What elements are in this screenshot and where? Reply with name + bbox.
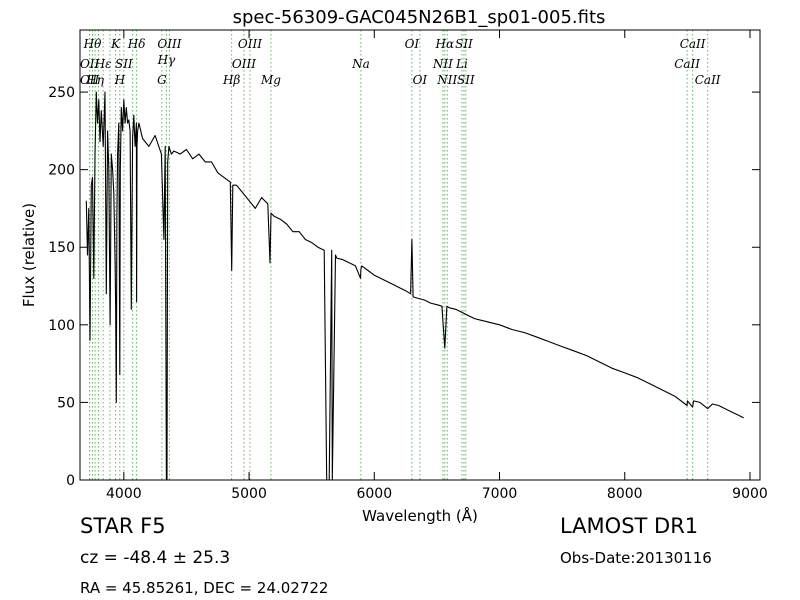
y-axis-label: Flux (relative): [20, 203, 38, 307]
spectrum-series: [85, 91, 744, 481]
line-marker-label: OII: [80, 73, 100, 87]
y-tick-label: 50: [57, 395, 75, 411]
survey-name: LAMOST DR1: [560, 514, 699, 538]
line-marker-label: Na: [351, 57, 370, 71]
x-tick-label: 9000: [732, 486, 768, 502]
y-tick-label: 0: [66, 473, 75, 489]
y-tick-label: 250: [48, 85, 75, 101]
line-marker-label: OII: [80, 57, 100, 71]
line-marker-label: Hη: [85, 73, 104, 87]
x-axis-ticks: 4000 5000 6000 7000 8000 9000: [106, 30, 768, 502]
spectrum-line: [85, 91, 744, 481]
plot-frame: [79, 29, 761, 481]
line-marker-label: H: [114, 73, 126, 87]
line-marker-label: Hγ: [157, 53, 176, 67]
y-tick-label: 200: [48, 163, 75, 179]
object-class: STAR F5: [80, 514, 166, 538]
line-marker-label: G: [157, 73, 167, 87]
chart-title: spec-56309-GAC045N26B1_sp01-005.fits: [233, 7, 606, 28]
line-marker-label: OIII: [238, 37, 262, 51]
line-marker-label: Hδ: [127, 37, 146, 51]
x-tick-label: 5000: [231, 486, 267, 502]
y-tick-label: 100: [48, 318, 75, 334]
line-marker-label: CaII: [680, 37, 706, 51]
y-tick-label: 150: [48, 240, 75, 256]
line-marker-label: Li: [455, 57, 468, 71]
y-axis-ticks: 0 50 100 150 200 250: [48, 85, 760, 489]
line-marker-label: OI: [405, 37, 420, 51]
redshift-value: cz = -48.4 ± 25.3: [80, 548, 231, 568]
line-marker-label: OIII: [232, 57, 256, 71]
coordinates: RA = 45.85261, DEC = 24.02722: [80, 579, 329, 597]
line-marker-label: NII: [432, 57, 453, 71]
line-marker-label: SII: [455, 37, 473, 51]
line-marker-label: CaII: [674, 57, 700, 71]
spectral-line-markers: [89, 30, 709, 480]
line-marker-label: SII: [457, 73, 475, 87]
line-marker-label: Hθ: [83, 37, 102, 51]
line-marker-label: OIII: [157, 37, 181, 51]
line-marker-label: Mg: [260, 73, 281, 87]
spectral-line-labels: OII OII Hθ Hη Hε K H SII Hδ G Hγ OIII Hβ OIII OIII Mg Na…: [80, 37, 721, 87]
x-tick-label: 6000: [356, 486, 392, 502]
line-marker-label: Hε: [94, 57, 112, 71]
line-marker-label: OI: [413, 73, 428, 87]
line-marker-label: NII: [436, 73, 457, 87]
x-tick-label: 7000: [482, 486, 518, 502]
line-marker-label: Hα: [435, 37, 455, 51]
line-marker-label: CaII: [695, 73, 721, 87]
x-tick-label: 4000: [106, 486, 142, 502]
line-marker-label: K: [110, 37, 121, 51]
observation-date: Obs-Date:20130116: [560, 549, 712, 567]
x-tick-label: 8000: [607, 486, 643, 502]
line-marker-label: SII: [115, 57, 133, 71]
x-axis-label: Wavelength (Å): [362, 506, 478, 525]
line-marker-label: Hβ: [222, 73, 240, 87]
